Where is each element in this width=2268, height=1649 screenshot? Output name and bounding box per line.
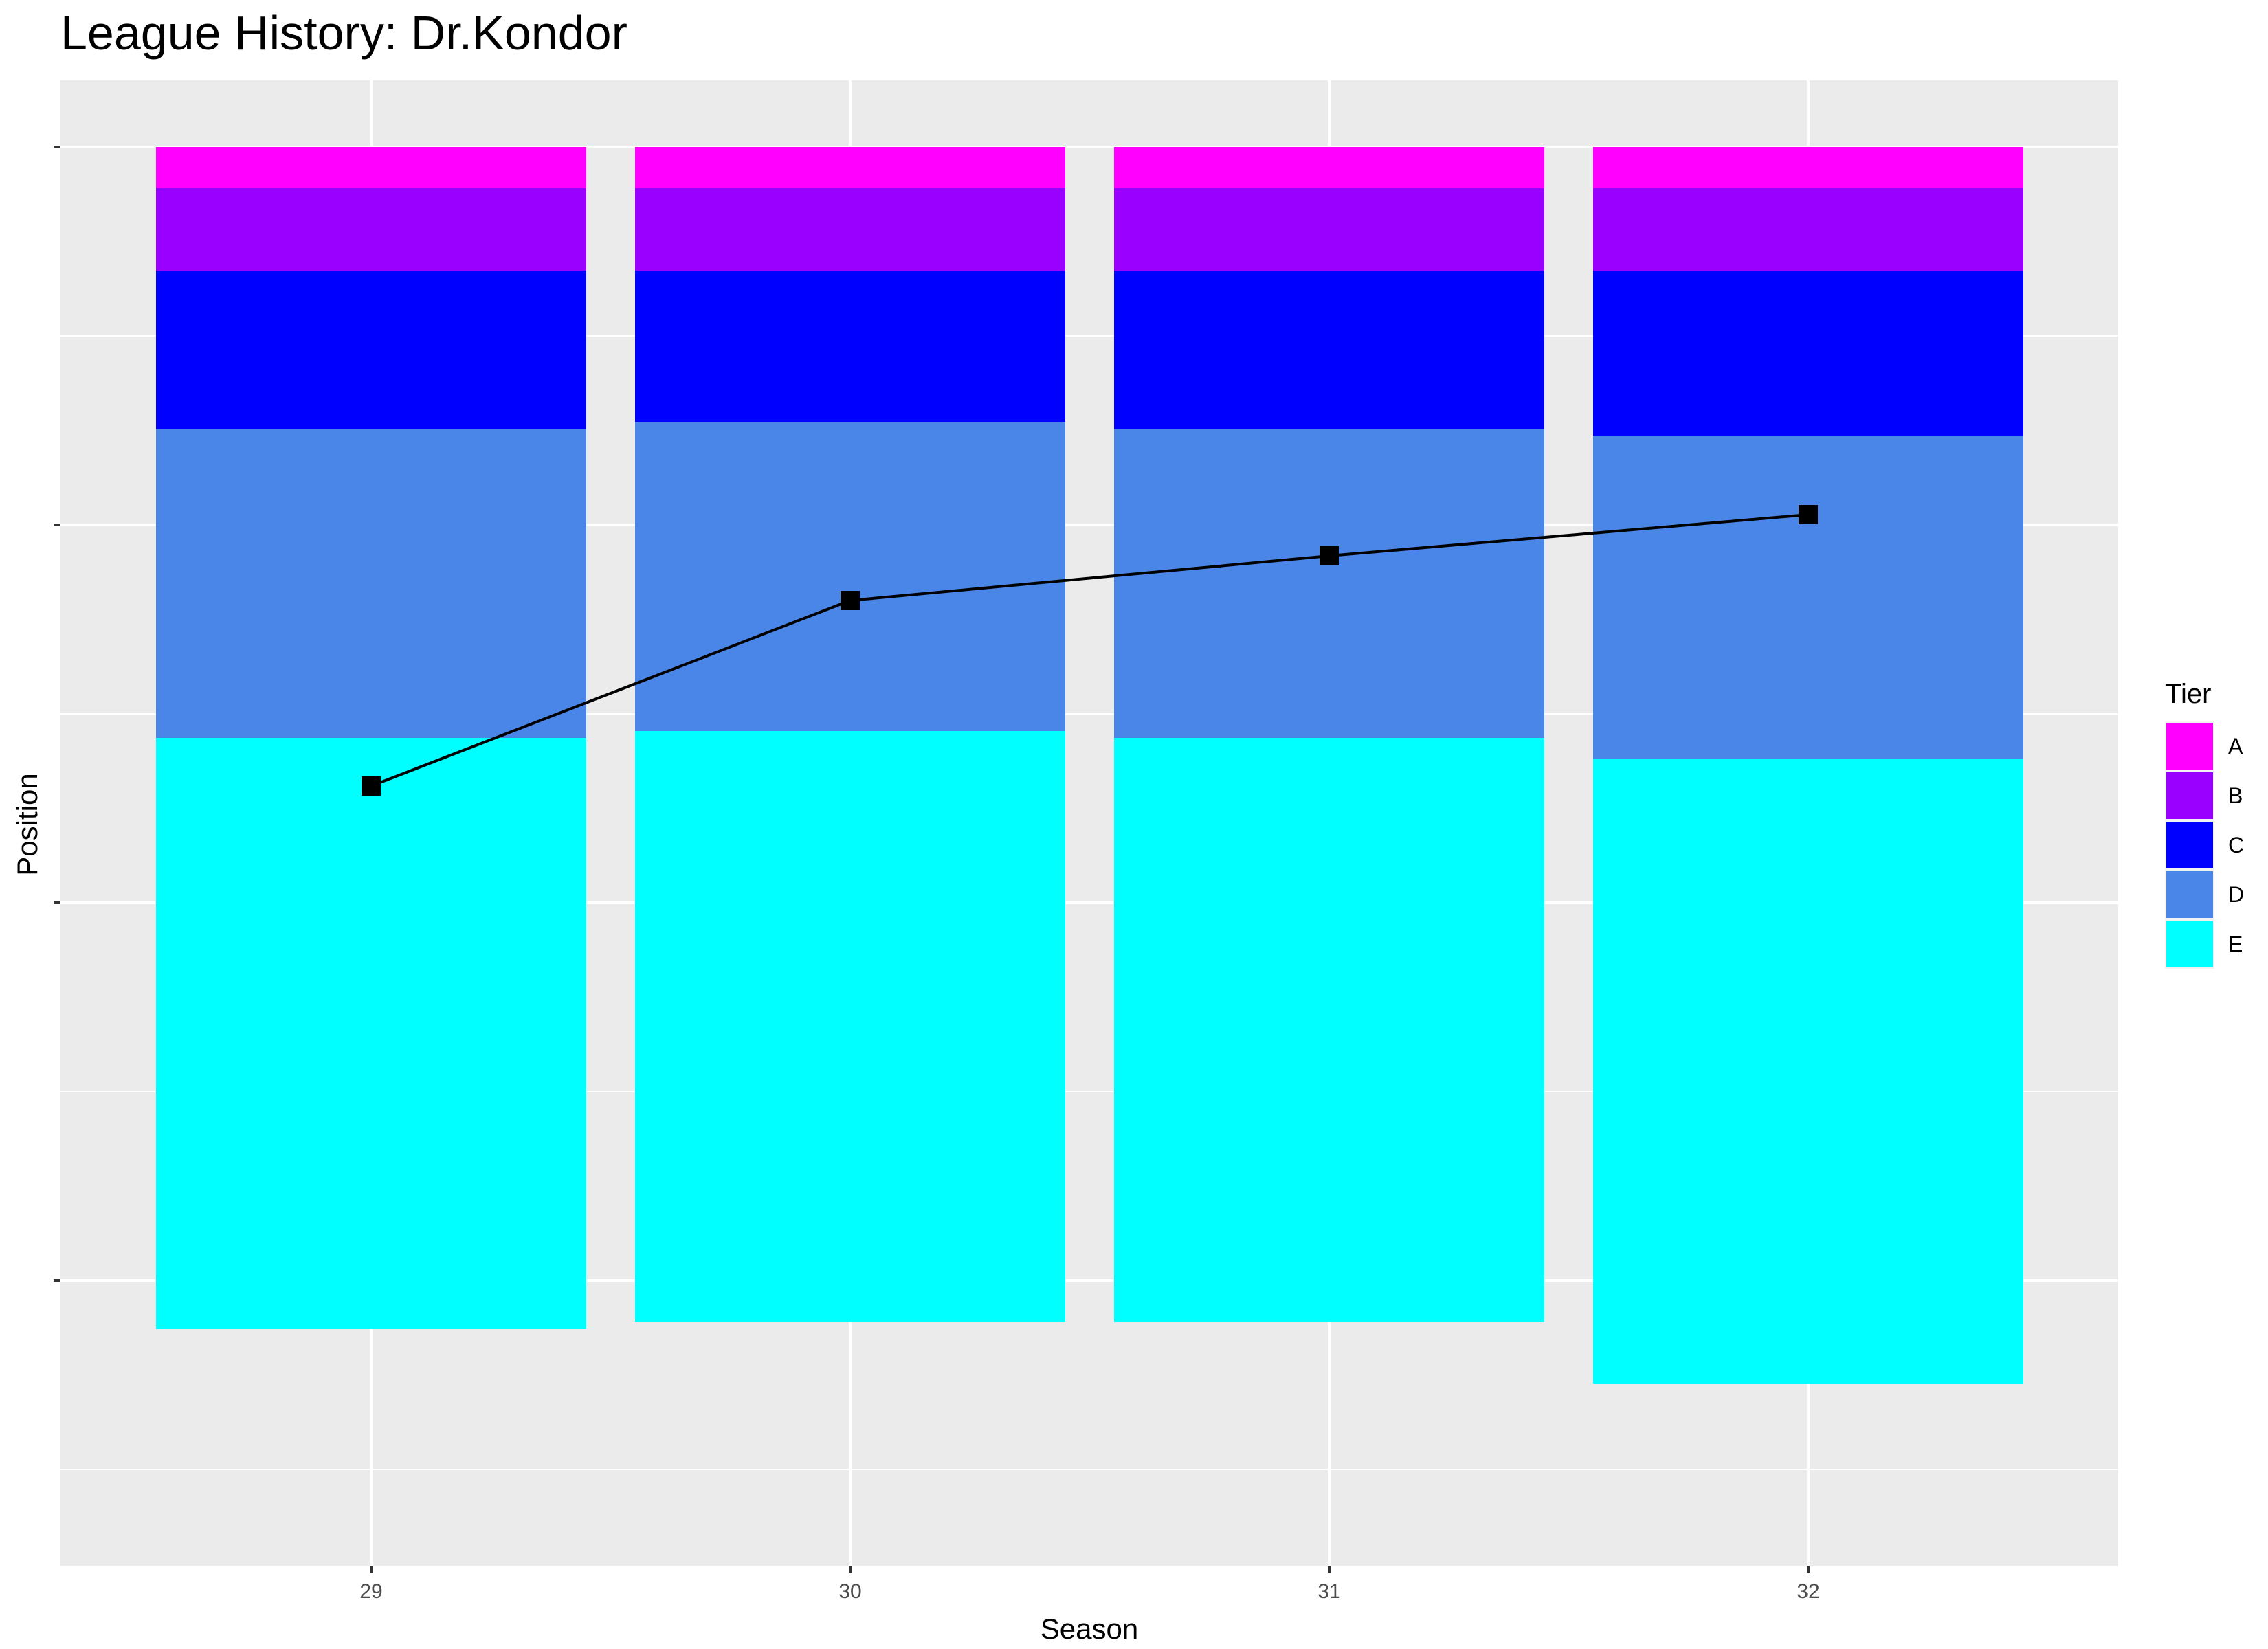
bar-season-31-tier-C bbox=[1114, 271, 1544, 429]
position-line bbox=[370, 513, 1809, 787]
bar-season-29-tier-C bbox=[156, 271, 586, 429]
bar-season-32-tier-D bbox=[1593, 436, 2023, 759]
legend-key-B bbox=[2166, 772, 2213, 819]
x-tick-label-29: 29 bbox=[359, 1580, 382, 1603]
position-point-season-29 bbox=[362, 776, 381, 796]
bar-season-30-tier-C bbox=[635, 271, 1065, 422]
bar-season-29-tier-E bbox=[156, 738, 586, 1329]
bar-season-32-tier-E bbox=[1593, 759, 2023, 1384]
bar-season-30-tier-E bbox=[635, 731, 1065, 1322]
legend-label-E: E bbox=[2228, 932, 2243, 956]
bar-season-29-tier-A bbox=[156, 147, 586, 188]
x-axis: 29 30 31 32 bbox=[359, 1566, 1820, 1603]
bar-season-32-tier-C bbox=[1593, 271, 2023, 436]
legend-key-D bbox=[2166, 871, 2213, 918]
bar-season-31-tier-B bbox=[1114, 188, 1544, 271]
legend-label-D: D bbox=[2228, 882, 2244, 907]
bar-season-30-tier-A bbox=[635, 147, 1065, 188]
bar-season-32-tier-A bbox=[1593, 147, 2023, 188]
y-axis-title: Position bbox=[11, 773, 43, 875]
bar-season-29-tier-B bbox=[156, 188, 586, 271]
bar-season-31-tier-A bbox=[1114, 147, 1544, 188]
legend-label-B: B bbox=[2228, 783, 2243, 808]
x-tick-label-30: 30 bbox=[838, 1580, 861, 1603]
position-point-season-31 bbox=[1320, 546, 1339, 565]
position-line-layer bbox=[362, 505, 1818, 796]
legend-label-C: C bbox=[2228, 833, 2244, 857]
legend-key-A bbox=[2166, 723, 2213, 770]
x-tick-label-31: 31 bbox=[1318, 1580, 1340, 1603]
stacked-bars bbox=[156, 147, 2023, 1384]
position-point-season-30 bbox=[841, 591, 860, 610]
legend: Tier AB C D E bbox=[2165, 679, 2244, 969]
bar-season-30-tier-B bbox=[635, 188, 1065, 271]
x-tick-label-32: 32 bbox=[1797, 1580, 1819, 1603]
x-axis-title: Season bbox=[1041, 1613, 1138, 1645]
bar-season-32-tier-B bbox=[1593, 188, 2023, 271]
bar-season-31-tier-D bbox=[1114, 429, 1544, 738]
legend-title: Tier bbox=[2165, 679, 2211, 709]
chart-title: League History: Dr.Kondor bbox=[60, 6, 627, 60]
legend-key-E bbox=[2166, 921, 2213, 967]
bar-season-29-tier-D bbox=[156, 429, 586, 738]
bar-season-31-tier-E bbox=[1114, 738, 1544, 1322]
legend-label-A: A bbox=[2228, 734, 2243, 759]
position-point-season-32 bbox=[1799, 505, 1818, 524]
bar-season-30-tier-D bbox=[635, 422, 1065, 731]
legend-key-C bbox=[2166, 822, 2213, 868]
y-axis-ticks bbox=[54, 146, 60, 1282]
